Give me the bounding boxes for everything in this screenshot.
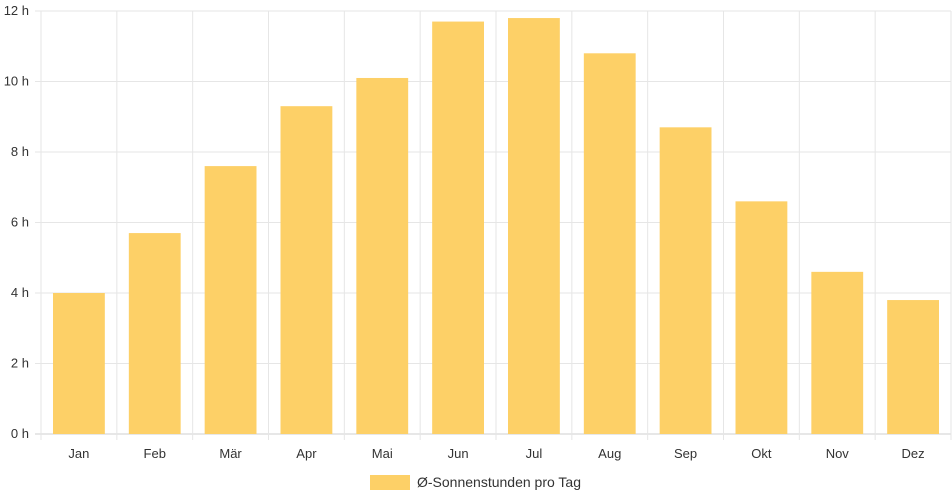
bar-mai[interactable]: [356, 77, 409, 434]
bar-mär[interactable]: [204, 166, 257, 434]
bar-jan[interactable]: [53, 293, 105, 434]
x-tick-label: Mai: [372, 446, 393, 461]
bar-okt[interactable]: [735, 201, 788, 434]
y-tick-label: 2 h: [11, 356, 29, 371]
y-tick-label: 6 h: [11, 215, 29, 230]
bar-jul[interactable]: [508, 18, 560, 435]
x-tick-label: Nov: [826, 446, 850, 461]
x-tick-label: Apr: [296, 446, 317, 461]
x-tick-label: Feb: [144, 446, 166, 461]
bar-jun[interactable]: [432, 21, 484, 434]
y-tick-label: 4 h: [11, 285, 29, 300]
legend-label: Ø-Sonnenstunden pro Tag: [417, 474, 581, 490]
bar-aug[interactable]: [583, 53, 636, 435]
bar-sep[interactable]: [659, 127, 712, 434]
x-tick-label: Jul: [526, 446, 543, 461]
bar-nov[interactable]: [811, 271, 864, 434]
x-tick-label: Dez: [902, 446, 925, 461]
x-tick-label: Mär: [219, 446, 242, 461]
bar-feb[interactable]: [128, 233, 181, 434]
y-axis: 0 h 2 h 4 h 6 h 8 h 10 h 12 h: [4, 3, 29, 441]
y-tick-label: 10 h: [4, 74, 29, 89]
x-tick-label: Jan: [68, 446, 89, 461]
x-tick-label: Aug: [598, 446, 621, 461]
y-tick-label: 0 h: [11, 426, 29, 441]
y-tick-label: 12 h: [4, 3, 29, 18]
y-tick-label: 8 h: [11, 144, 29, 159]
x-tick-label: Okt: [751, 446, 772, 461]
legend-swatch: [370, 475, 410, 490]
x-axis: Jan Feb Mär Apr Mai Jun Jul Aug Sep Okt Nov Dez: [68, 446, 924, 461]
x-tick-label: Sep: [674, 446, 697, 461]
bar-apr[interactable]: [280, 106, 333, 435]
bars-layer: [53, 18, 939, 435]
x-tick-label: Jun: [448, 446, 469, 461]
bar-dez[interactable]: [887, 300, 939, 434]
legend[interactable]: Ø-Sonnenstunden pro Tag: [370, 474, 581, 490]
grid-layer: [35, 10, 952, 440]
